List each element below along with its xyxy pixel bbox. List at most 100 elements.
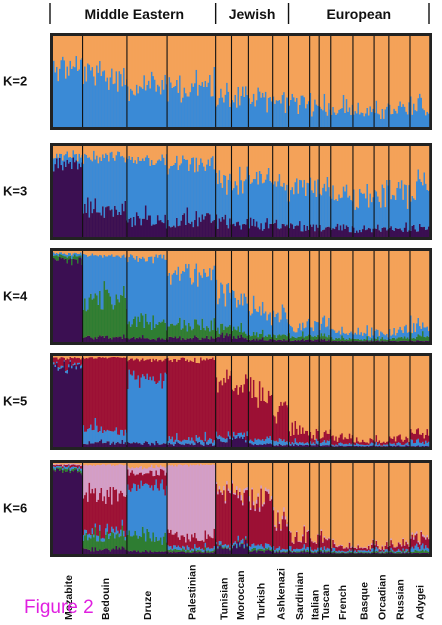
population-block — [82, 463, 128, 554]
ancestry-segment — [147, 356, 150, 360]
ancestry-segment — [330, 547, 333, 549]
ancestry-segment — [147, 443, 150, 447]
ancestry-segment — [383, 36, 385, 119]
ancestry-segment — [93, 537, 95, 552]
ancestry-segment — [293, 549, 295, 552]
ancestry-segment — [147, 215, 150, 237]
ancestry-segment — [112, 356, 115, 432]
ancestry-segment — [252, 501, 255, 506]
ancestry-segment — [218, 170, 221, 219]
ancestry-segment — [71, 463, 73, 465]
ancestry-segment — [226, 484, 228, 546]
ancestry-segment — [300, 339, 303, 342]
ancestry-segment — [274, 317, 276, 336]
ancestry-segment — [284, 442, 287, 446]
ancestry-segment — [227, 228, 230, 237]
ancestry-segment — [68, 251, 70, 253]
ancestry-segment — [290, 251, 292, 326]
ancestry-segment — [53, 146, 55, 159]
population-block — [167, 146, 216, 237]
ancestry-segment — [372, 251, 375, 336]
ancestry-segment — [377, 441, 379, 445]
ancestry-segment — [303, 146, 306, 180]
ancestry-segment — [417, 356, 420, 429]
ancestry-segment — [158, 337, 161, 342]
ancestry-segment — [306, 531, 309, 547]
ancestry-segment — [143, 356, 146, 361]
ancestry-segment — [84, 356, 86, 359]
ancestry-segment — [411, 432, 414, 440]
ancestry-segment — [290, 325, 292, 339]
ancestry-segment — [336, 332, 339, 339]
ancestry-segment — [206, 356, 208, 359]
ancestry-segment — [162, 470, 165, 490]
ancestry-segment — [320, 333, 323, 339]
ancestry-segment — [80, 251, 82, 253]
ancestry-segment — [274, 552, 276, 554]
ancestry-segment — [213, 36, 216, 67]
ancestry-segment — [267, 493, 270, 544]
ancestry-segment — [140, 359, 143, 378]
ancestry-segment — [319, 340, 321, 342]
ancestry-segment — [393, 463, 396, 547]
ancestry-segment — [75, 468, 78, 470]
ancestry-segment — [128, 100, 131, 127]
ancestry-segment — [348, 551, 351, 553]
ancestry-segment — [96, 464, 98, 502]
ancestry-segment — [200, 356, 202, 358]
ancestry-segment — [299, 551, 301, 553]
ancestry-segment — [306, 336, 309, 340]
ancestry-segment — [87, 309, 89, 336]
ancestry-segment — [306, 430, 309, 443]
ancestry-segment — [244, 538, 247, 540]
ancestry-segment — [212, 445, 214, 447]
ancestry-segment — [218, 381, 221, 436]
ancestry-segment — [293, 97, 295, 127]
ancestry-segment — [248, 311, 251, 335]
ancestry-segment — [200, 540, 202, 550]
ancestry-segment — [354, 356, 357, 443]
ancestry-segment — [238, 251, 241, 305]
ancestry-segment — [405, 436, 408, 444]
ancestry-segment — [333, 339, 336, 342]
ancestry-segment — [170, 146, 172, 167]
ancestry-segment — [366, 463, 369, 549]
ancestry-segment — [254, 340, 257, 342]
ancestry-segment — [378, 230, 381, 237]
ancestry-segment — [85, 311, 88, 337]
ancestry-segment — [306, 442, 309, 445]
ancestry-segment — [272, 507, 275, 511]
ancestry-segment — [141, 158, 144, 219]
ancestry-segment — [144, 549, 147, 554]
ancestry-segment — [409, 201, 412, 231]
ancestry-segment — [209, 463, 211, 465]
population-block — [352, 356, 375, 447]
ancestry-segment — [311, 463, 313, 541]
ancestry-segment — [397, 182, 400, 229]
ancestry-segment — [108, 338, 110, 342]
ancestry-segment — [402, 338, 405, 341]
ancestry-segment — [405, 251, 408, 325]
ancestry-segment — [264, 439, 267, 445]
ancestry-segment — [286, 97, 288, 127]
ancestry-segment — [59, 358, 61, 368]
ancestry-segment — [224, 326, 227, 336]
ancestry-segment — [375, 546, 378, 551]
ancestry-segment — [328, 537, 330, 539]
ancestry-segment — [62, 356, 64, 358]
ancestry-segment — [399, 551, 402, 554]
ancestry-segment — [332, 146, 334, 186]
ancestry-segment — [317, 463, 319, 534]
ancestry-segment — [182, 444, 184, 447]
ancestry-segment — [90, 551, 92, 554]
ancestry-segment — [189, 550, 192, 552]
ancestry-segment — [103, 442, 106, 447]
ancestry-segment — [65, 154, 67, 167]
ancestry-segment — [332, 446, 334, 447]
population-block — [330, 36, 354, 127]
ancestry-segment — [394, 146, 397, 200]
ancestry-segment — [358, 553, 361, 554]
ancestry-segment — [344, 112, 346, 127]
ancestry-segment — [71, 365, 73, 369]
ancestry-segment — [109, 533, 112, 536]
